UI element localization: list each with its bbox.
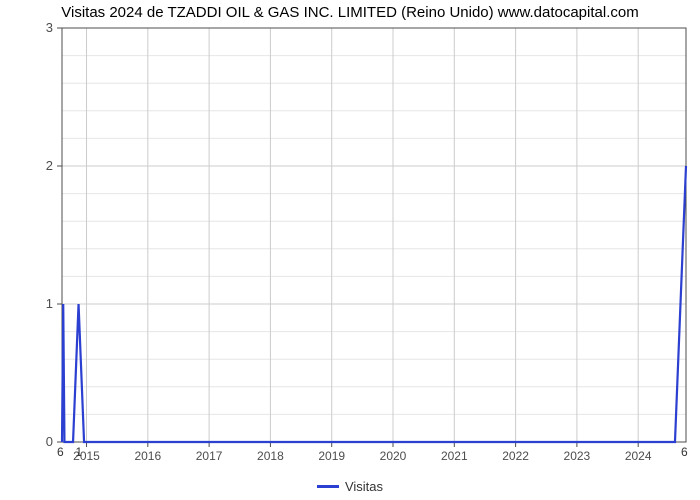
point-label: 6 [57,445,64,459]
x-tick-label: 2023 [564,449,591,463]
x-tick-label: 2021 [441,449,468,463]
y-tick-label: 2 [46,158,53,173]
chart-container: Visitas 2024 de TZADDI OIL & GAS INC. LI… [0,0,700,500]
x-tick-label: 2024 [625,449,652,463]
legend-item-visitas: Visitas [317,479,383,494]
point-label: 6 [681,445,688,459]
chart-legend: Visitas [0,476,700,494]
legend-label: Visitas [345,479,383,494]
x-tick-label: 2018 [257,449,284,463]
plot-border [62,28,686,442]
x-tick-label: 2017 [196,449,223,463]
x-tick-label: 2020 [380,449,407,463]
chart-plot: 0123201520162017201820192020202120222023… [0,0,700,500]
x-tick-label: 2022 [502,449,529,463]
y-tick-label: 0 [46,434,53,449]
y-tick-label: 3 [46,20,53,35]
legend-swatch [317,485,339,488]
x-tick-label: 2019 [318,449,345,463]
point-label: 1 [76,445,83,459]
y-tick-label: 1 [46,296,53,311]
x-tick-label: 2016 [134,449,161,463]
